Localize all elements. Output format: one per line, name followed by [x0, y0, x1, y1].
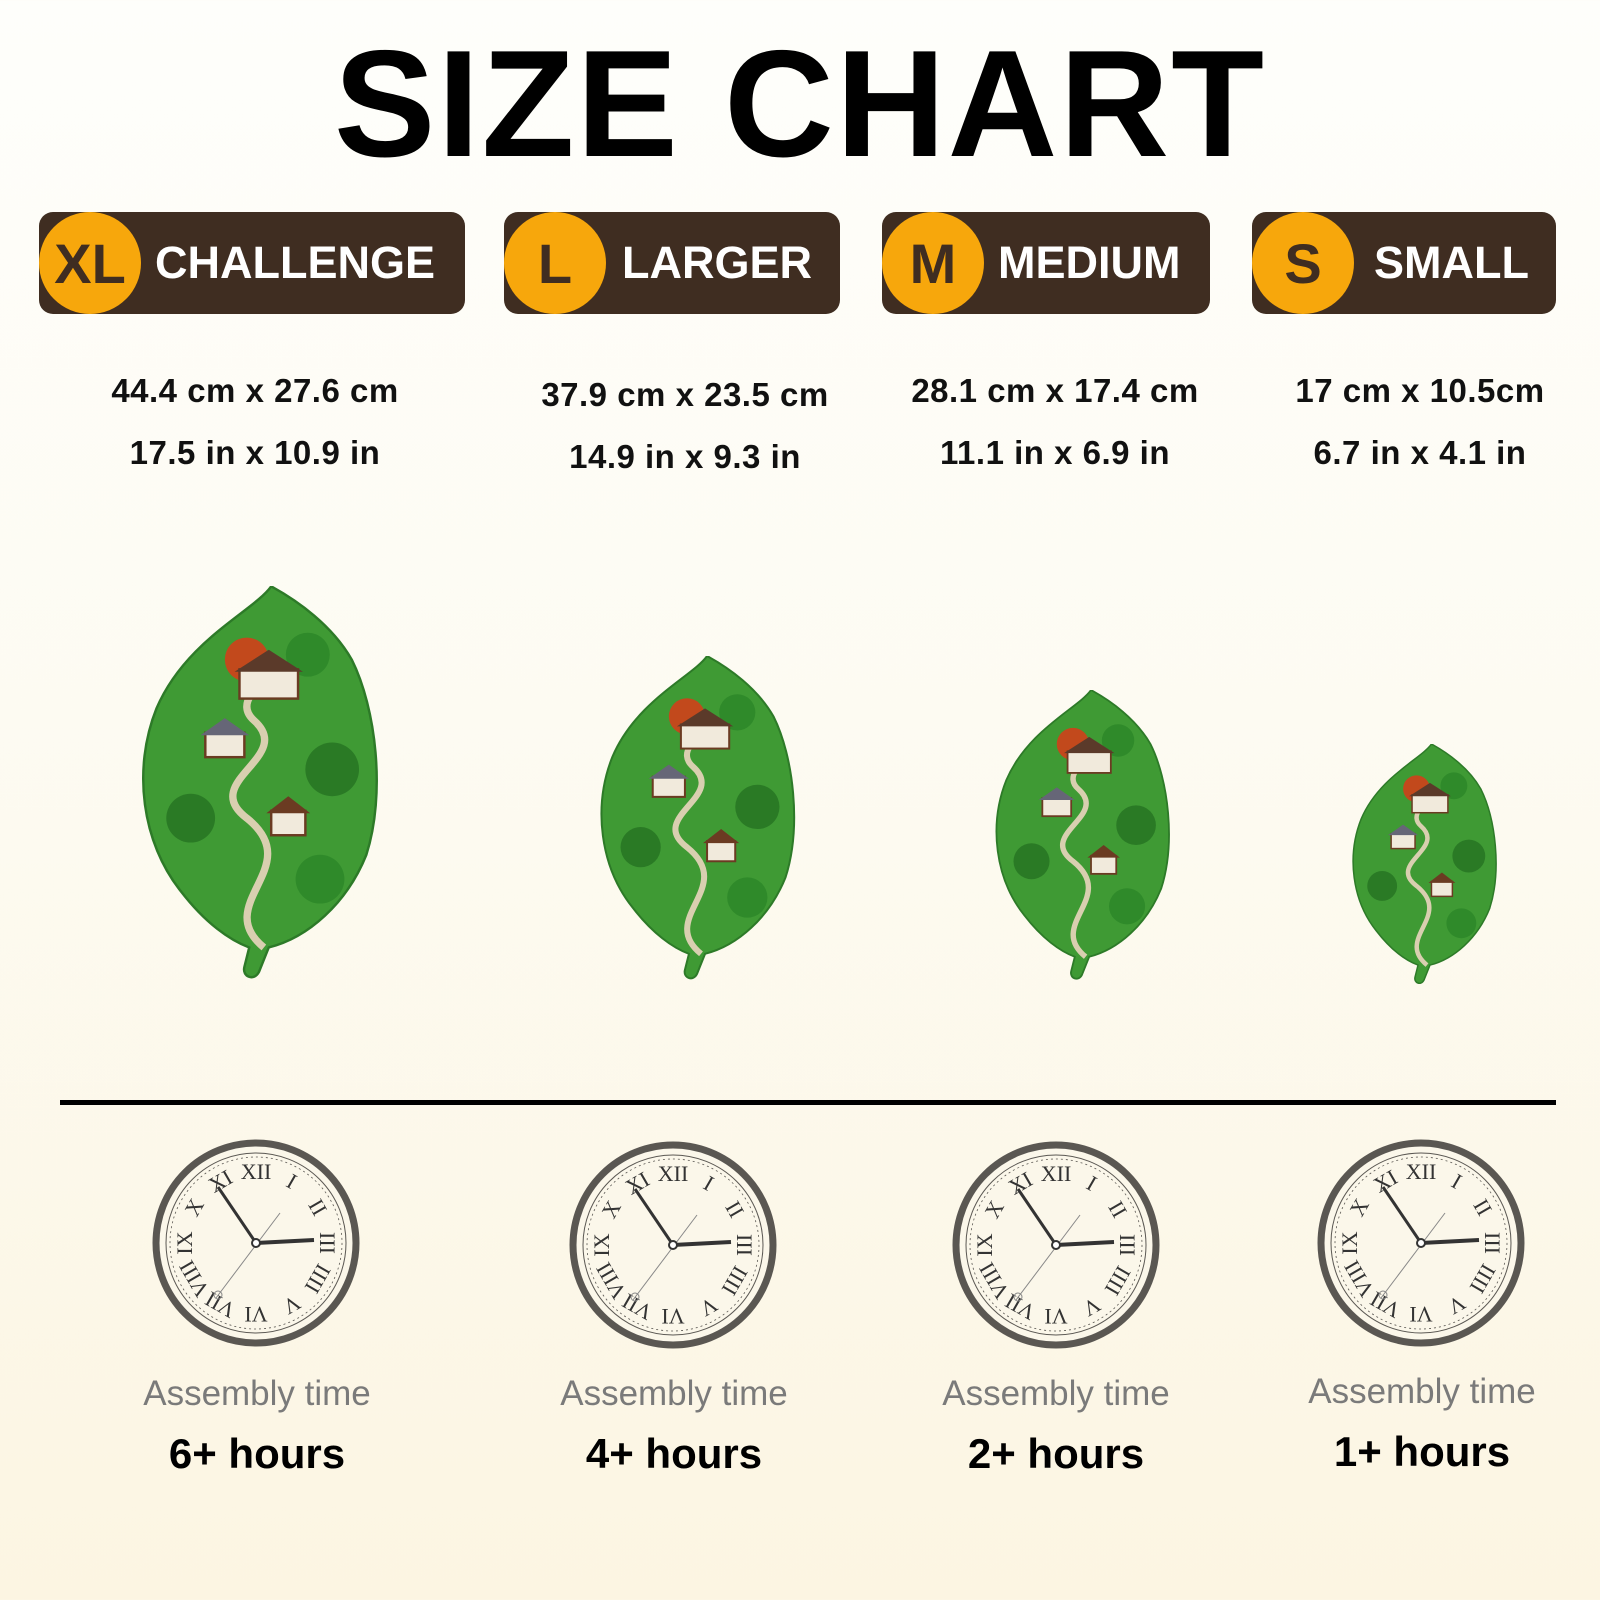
clock-numeral: IX	[589, 1233, 614, 1256]
clock-numeral: XII	[1041, 1161, 1072, 1186]
clock-numeral: III	[1480, 1232, 1505, 1254]
clock-numeral: XII	[241, 1159, 272, 1184]
leaf-puzzle-m-image	[995, 690, 1170, 980]
size-label: SMALL	[1374, 237, 1529, 288]
size-code: L	[504, 212, 606, 314]
clock-numeral: XII	[1406, 1159, 1437, 1184]
size-label: LARGER	[622, 237, 812, 288]
size-label: MEDIUM	[998, 237, 1181, 288]
clock-numeral: III	[1115, 1234, 1140, 1256]
assembly-hours: 4+ hours	[585, 1430, 763, 1477]
dimensions-in: 14.9 in x 9.3 in	[569, 438, 801, 475]
leaf-puzzle-s-image	[1352, 744, 1497, 985]
size-code: M	[882, 212, 984, 314]
assembly-hours: 6+ hours	[168, 1430, 346, 1477]
clock-numeral: VI	[1044, 1304, 1067, 1329]
dimensions-in: 11.1 in x 6.9 in	[940, 434, 1170, 471]
dimensions-cm: 28.1 cm x 17.4 cm	[911, 372, 1199, 409]
size-code: S	[1252, 212, 1354, 314]
clock-numeral: VI	[244, 1302, 267, 1327]
assembly-hours: 1+ hours	[1333, 1428, 1511, 1475]
clock-numeral: XII	[658, 1161, 689, 1186]
clock-numeral: VI	[1409, 1302, 1432, 1327]
clock-numeral: VI	[661, 1304, 684, 1329]
assembly-hours: 2+ hours	[967, 1430, 1145, 1477]
clock-numeral: IX	[972, 1233, 997, 1256]
dimensions-xl: 44.4 cm x 27.6 cm 17.5 in x 10.9 in	[55, 372, 455, 496]
dimensions-cm: 37.9 cm x 23.5 cm	[541, 376, 829, 413]
dimensions-s: 17 cm x 10.5cm 6.7 in x 4.1 in	[1220, 372, 1600, 496]
dimensions-l: 37.9 cm x 23.5 cm 14.9 in x 9.3 in	[485, 376, 885, 500]
leaf-puzzle-xl-image	[142, 586, 378, 979]
assembly-time-label: Assembly time	[1308, 1372, 1536, 1411]
dimensions-m: 28.1 cm x 17.4 cm 11.1 in x 6.9 in	[855, 372, 1255, 496]
size-code: XL	[39, 212, 141, 314]
size-badge-l: L LARGER	[504, 212, 840, 314]
clock-numeral: IX	[1337, 1231, 1362, 1254]
assembly-time-label: Assembly time	[560, 1374, 788, 1413]
leaf-puzzle-l-image	[600, 656, 796, 980]
clock-numeral: III	[315, 1232, 340, 1254]
size-badge-xl: XL CHALLENGE	[39, 212, 465, 314]
dimensions-in: 6.7 in x 4.1 in	[1313, 434, 1527, 471]
assembly-time-label: Assembly time	[143, 1374, 371, 1413]
clock-numeral: IX	[172, 1231, 197, 1254]
clock-numeral: III	[732, 1234, 757, 1256]
page-title: SIZE CHART	[334, 19, 1266, 189]
assembly-time-label: Assembly time	[942, 1374, 1170, 1413]
size-label: CHALLENGE	[155, 237, 435, 288]
size-badge-s: S SMALL	[1252, 212, 1556, 314]
dimensions-in: 17.5 in x 10.9 in	[129, 434, 381, 471]
dimensions-cm: 17 cm x 10.5cm	[1295, 372, 1545, 409]
divider-line	[60, 1100, 1556, 1105]
dimensions-cm: 44.4 cm x 27.6 cm	[111, 372, 399, 409]
size-badge-m: M MEDIUM	[882, 212, 1210, 314]
